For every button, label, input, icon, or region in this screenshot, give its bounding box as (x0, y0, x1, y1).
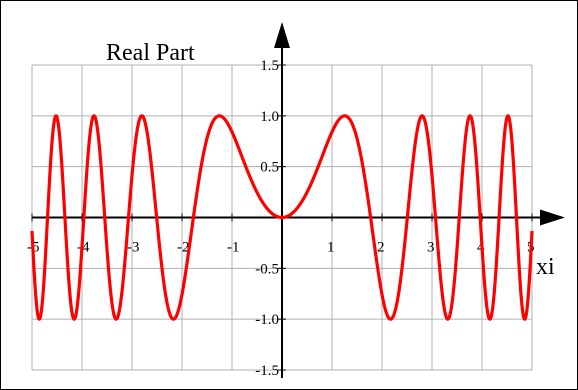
x-tick-label: -3 (127, 240, 140, 256)
tick-labels: -5 -4 -3 -2 -1 1 2 3 4 51.51.00.5-0.5-1.0-1.5 (27, 58, 535, 379)
series-line-0 (30, 114, 534, 321)
axes (31, 22, 565, 378)
y-tick-label: 0.5 (260, 160, 279, 176)
series-layer (30, 114, 534, 321)
y-tick-label: -1.5 (255, 363, 279, 379)
x-tick-label: 3 (427, 240, 435, 256)
x-tick-label: 2 (377, 240, 385, 256)
y-tick-label: -0.5 (255, 261, 279, 277)
y-tick-label: -1.0 (255, 312, 279, 328)
y-tick-label: 1.0 (260, 109, 279, 125)
x-axis-arrow (540, 209, 565, 226)
x-tick-label: 1 (327, 240, 335, 256)
x-tick-label: -1 (227, 240, 240, 256)
x-tick-label: -2 (177, 240, 190, 256)
y-axis-arrow (274, 22, 290, 48)
x-axis-label: xi (536, 254, 555, 280)
chart-title: Real Part (106, 40, 195, 66)
y-tick-label: 1.5 (260, 58, 279, 74)
